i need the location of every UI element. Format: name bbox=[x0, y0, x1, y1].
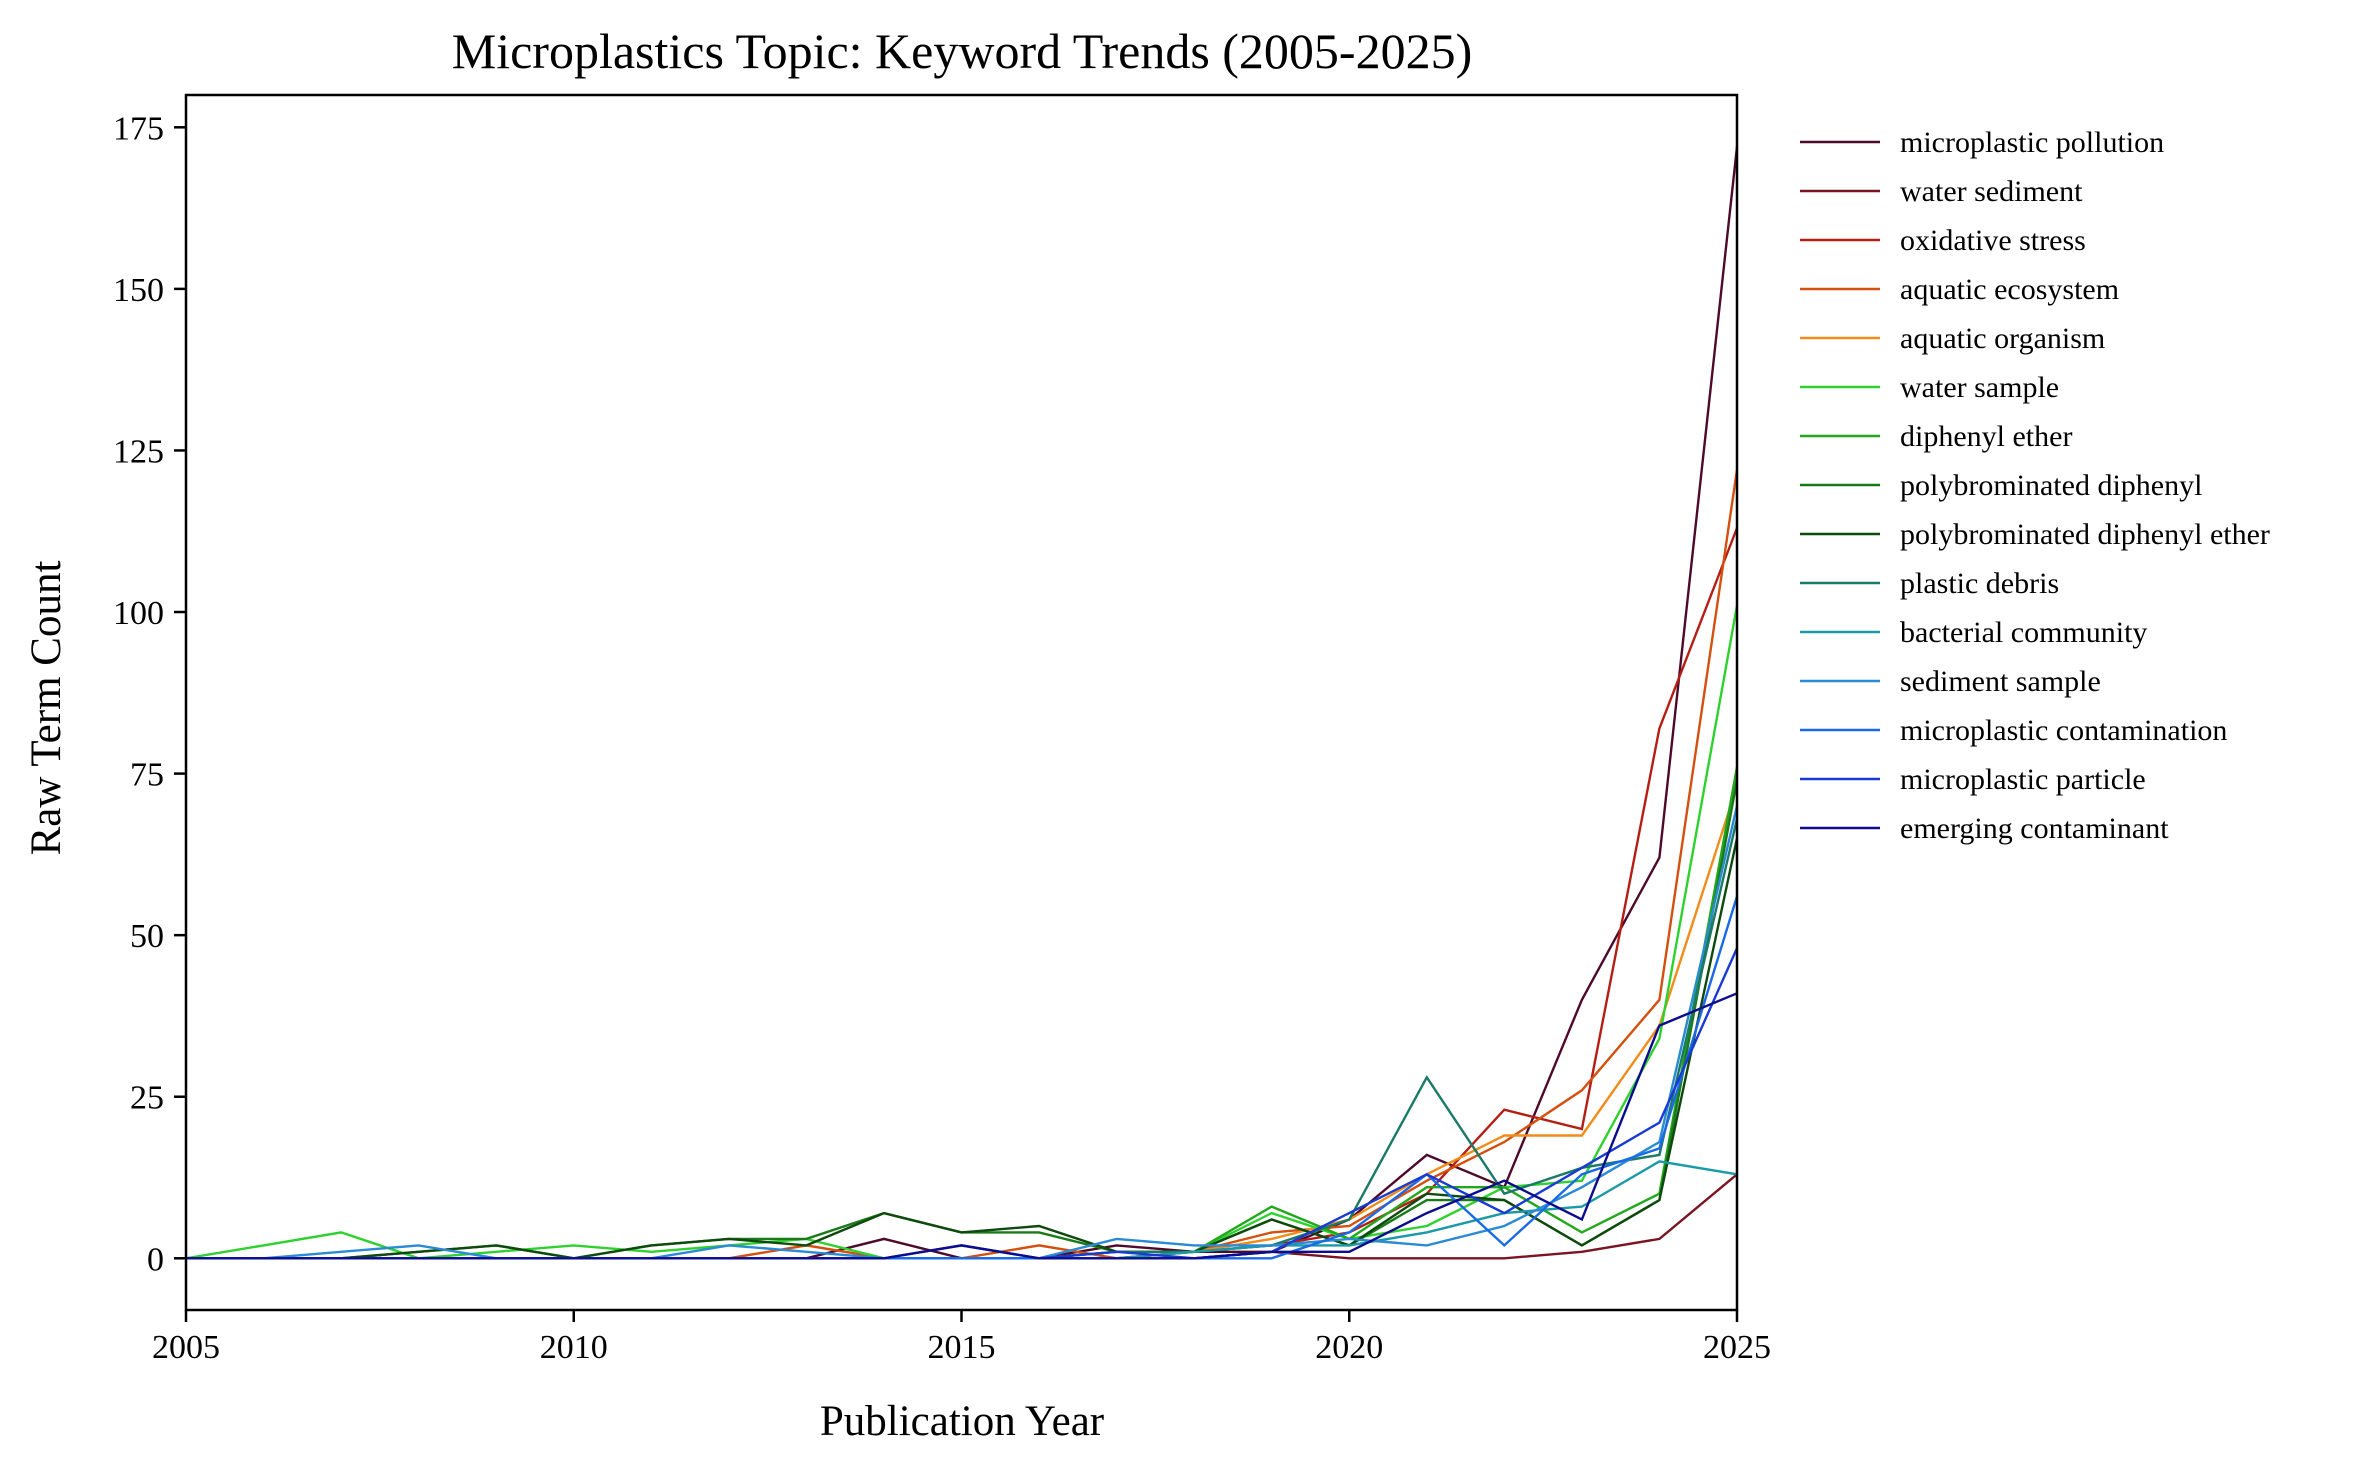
legend-label: microplastic contamination bbox=[1900, 714, 2227, 747]
y-axis: 0 25 50 75 100 125 150 175 bbox=[113, 110, 186, 1278]
series-line-14 bbox=[186, 992, 1738, 1260]
legend-item: emerging contaminant bbox=[1800, 812, 2169, 845]
legend-label: bacterial community bbox=[1900, 616, 2147, 649]
legend-item: aquatic organism bbox=[1800, 322, 2105, 355]
legend-item: polybrominated diphenyl ether bbox=[1800, 518, 2270, 551]
y-tick-label: 150 bbox=[113, 272, 164, 309]
x-axis: 2005 2010 2015 2020 2025 bbox=[152, 1310, 1771, 1366]
legend-item: polybrominated diphenyl bbox=[1800, 469, 2202, 502]
legend-item: aquatic ecosystem bbox=[1800, 273, 2119, 306]
y-tick-label: 75 bbox=[130, 757, 164, 794]
chart-title: Microplastics Topic: Keyword Trends (200… bbox=[452, 23, 1472, 79]
legend-label: emerging contaminant bbox=[1900, 812, 2169, 845]
x-tick-label: 2025 bbox=[1703, 1329, 1771, 1366]
y-tick-label: 25 bbox=[130, 1080, 164, 1117]
legend-label: aquatic organism bbox=[1900, 322, 2105, 355]
series-lines bbox=[185, 146, 1739, 1260]
legend-item: microplastic contamination bbox=[1800, 714, 2227, 747]
legend-label: diphenyl ether bbox=[1900, 420, 2072, 453]
legend-item: sediment sample bbox=[1800, 665, 2101, 698]
y-tick-label: 175 bbox=[113, 110, 164, 147]
y-tick-label: 50 bbox=[130, 918, 164, 955]
y-tick-label: 125 bbox=[113, 433, 164, 470]
legend-item: microplastic particle bbox=[1800, 763, 2146, 796]
x-tick-label: 2015 bbox=[928, 1329, 996, 1366]
x-axis-label: Publication Year bbox=[820, 1398, 1104, 1445]
legend-label: sediment sample bbox=[1900, 665, 2101, 698]
legend-label: microplastic pollution bbox=[1900, 126, 2164, 159]
legend-label: microplastic particle bbox=[1900, 763, 2146, 796]
y-axis-label: Raw Term Count bbox=[23, 561, 70, 856]
legend-item: diphenyl ether bbox=[1800, 420, 2072, 453]
legend-label: polybrominated diphenyl bbox=[1900, 469, 2202, 502]
legend-label: oxidative stress bbox=[1900, 224, 2086, 257]
legend-item: microplastic pollution bbox=[1800, 126, 2164, 159]
legend-item: oxidative stress bbox=[1800, 224, 2086, 257]
legend-item: water sediment bbox=[1800, 175, 2083, 208]
y-tick-label: 100 bbox=[113, 595, 164, 632]
legend-label: plastic debris bbox=[1900, 567, 2059, 600]
legend-item: bacterial community bbox=[1800, 616, 2147, 649]
legend-label: aquatic ecosystem bbox=[1900, 273, 2119, 306]
x-tick-label: 2010 bbox=[540, 1329, 608, 1366]
y-tick-label: 0 bbox=[147, 1241, 164, 1278]
legend-label: polybrominated diphenyl ether bbox=[1900, 518, 2270, 551]
x-tick-label: 2005 bbox=[152, 1329, 220, 1366]
legend-item: plastic debris bbox=[1800, 567, 2059, 600]
legend-item: water sample bbox=[1800, 371, 2059, 404]
legend: microplastic pollution water sediment oxid… bbox=[1800, 126, 2270, 845]
x-tick-label: 2020 bbox=[1315, 1329, 1383, 1366]
legend-label: water sample bbox=[1900, 371, 2059, 404]
legend-label: water sediment bbox=[1900, 175, 2083, 208]
